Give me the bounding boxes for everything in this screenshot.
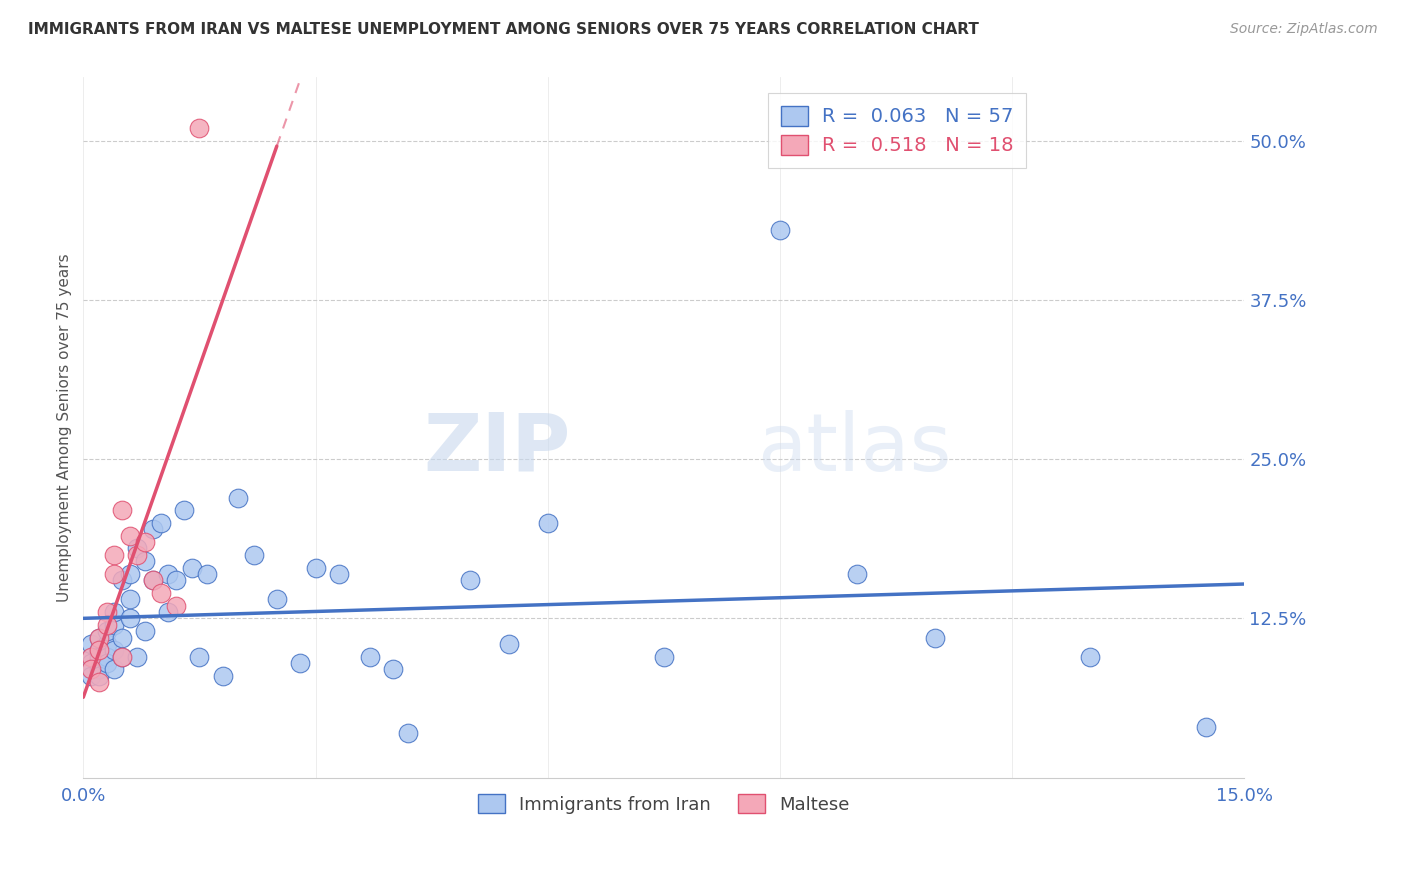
Point [180, 560, 202, 574]
Text: IMMIGRANTS FROM IRAN VS MALTESE UNEMPLOYMENT AMONG SENIORS OVER 75 YEARS CORRELA: IMMIGRANTS FROM IRAN VS MALTESE UNEMPLOY… [28, 22, 979, 37]
Point [165, 574, 187, 588]
Point [96, 649, 118, 664]
Point [80, 656, 103, 670]
Point [396, 726, 419, 740]
Point [134, 624, 156, 639]
Point [96, 637, 118, 651]
Point [149, 516, 172, 530]
Point [103, 605, 125, 619]
Point [96, 605, 118, 619]
Point [165, 599, 187, 613]
Text: Source: ZipAtlas.com: Source: ZipAtlas.com [1230, 22, 1378, 37]
Point [846, 566, 869, 581]
Point [127, 541, 149, 556]
Point [1078, 649, 1101, 664]
Point [87, 662, 110, 676]
Point [103, 566, 125, 581]
Point [460, 574, 482, 588]
Point [80, 649, 103, 664]
Point [87, 643, 110, 657]
Point [80, 637, 103, 651]
Point [118, 611, 141, 625]
Point [381, 662, 404, 676]
Point [87, 643, 110, 657]
Point [149, 586, 172, 600]
Point [328, 566, 350, 581]
Point [80, 669, 103, 683]
Point [924, 631, 946, 645]
Point [157, 566, 180, 581]
Point [80, 662, 103, 676]
Point [103, 617, 125, 632]
Point [537, 516, 560, 530]
Point [96, 617, 118, 632]
Point [87, 631, 110, 645]
Point [127, 649, 149, 664]
Point [769, 223, 792, 237]
Point [142, 574, 165, 588]
Y-axis label: Unemployment Among Seniors over 75 years: Unemployment Among Seniors over 75 years [58, 253, 72, 602]
Point [96, 656, 118, 670]
Point [127, 548, 149, 562]
Point [211, 669, 233, 683]
Point [87, 649, 110, 664]
Point [142, 574, 165, 588]
Point [87, 669, 110, 683]
Point [142, 522, 165, 536]
Point [111, 649, 134, 664]
Point [80, 662, 103, 676]
Point [118, 592, 141, 607]
Point [242, 548, 264, 562]
Point [173, 503, 195, 517]
Legend: Immigrants from Iran, Maltese: Immigrants from Iran, Maltese [467, 783, 860, 824]
Point [288, 656, 311, 670]
Point [134, 554, 156, 568]
Point [80, 649, 103, 664]
Point [266, 592, 288, 607]
Point [118, 529, 141, 543]
Point [103, 643, 125, 657]
Point [118, 566, 141, 581]
Text: atlas: atlas [756, 409, 950, 488]
Point [103, 548, 125, 562]
Point [1195, 720, 1218, 734]
Text: ZIP: ZIP [423, 409, 571, 488]
Point [359, 649, 381, 664]
Point [498, 637, 520, 651]
Point [111, 649, 134, 664]
Point [226, 491, 249, 505]
Point [188, 649, 211, 664]
Point [96, 624, 118, 639]
Point [157, 605, 180, 619]
Point [87, 631, 110, 645]
Point [87, 675, 110, 690]
Point [111, 574, 134, 588]
Point [195, 566, 218, 581]
Point [188, 121, 211, 136]
Point [111, 631, 134, 645]
Point [304, 560, 326, 574]
Point [103, 662, 125, 676]
Point [652, 649, 675, 664]
Point [134, 535, 156, 549]
Point [111, 503, 134, 517]
